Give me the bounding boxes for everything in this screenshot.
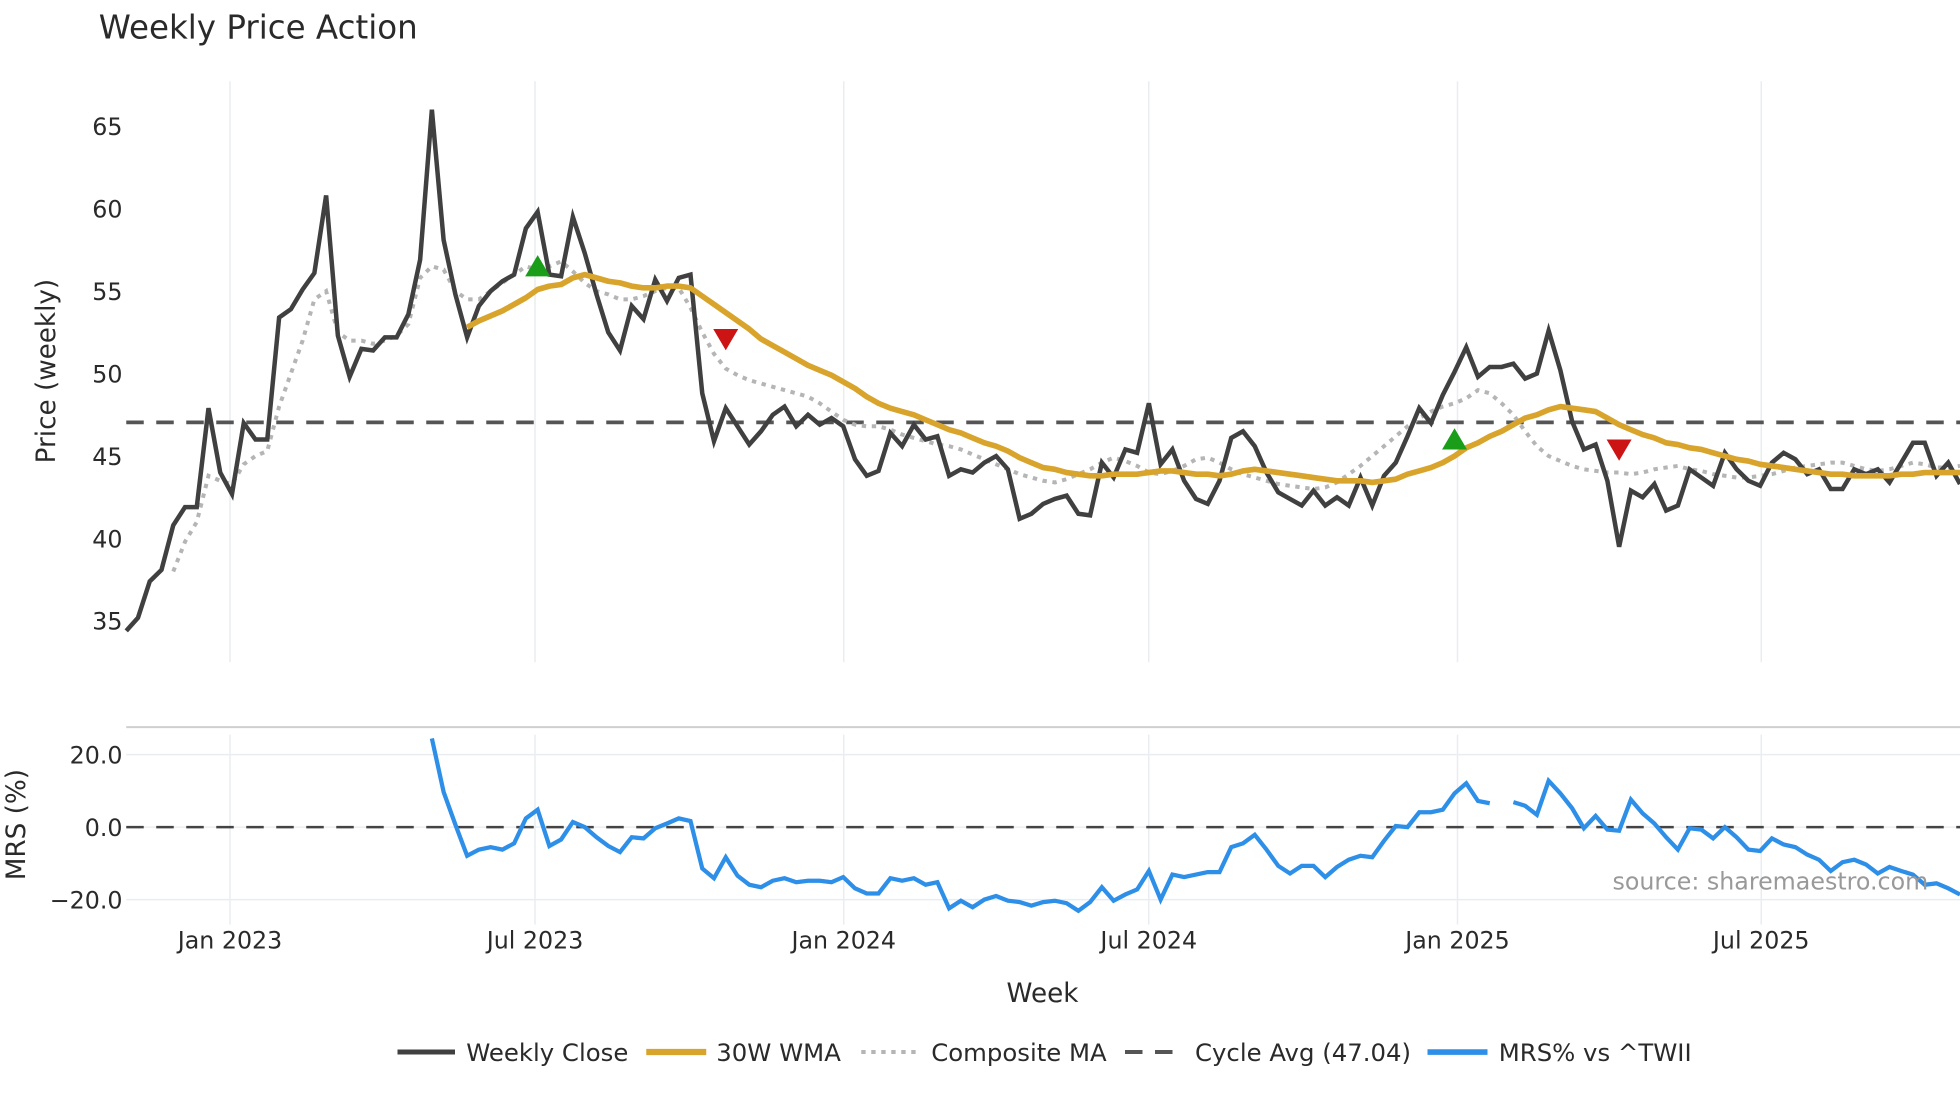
x-axis-title: Week: [1007, 979, 1080, 1009]
y-tick-label: 55: [92, 278, 122, 306]
mrs-tick-label: 20.0: [70, 741, 123, 769]
mrs-y-axis-title: MRS (%): [2, 769, 32, 880]
chart-title: Weekly Price Action: [99, 9, 418, 47]
legend-label: 30W WMA: [716, 1038, 841, 1067]
legend-label: Weekly Close: [466, 1038, 628, 1067]
price-y-axis-title: Price (weekly): [32, 279, 62, 464]
x-tick-label: Jul 2024: [1098, 926, 1197, 954]
buy-signal-triangle-up-icon: [525, 255, 551, 277]
y-tick-label: 65: [92, 113, 122, 141]
mrs-panel: 20.0 0.0 −20.0 MRS (%) source: sharemaes…: [2, 726, 1960, 914]
legend-label: Composite MA: [931, 1038, 1107, 1067]
y-tick-label: 35: [92, 608, 122, 636]
y-tick-label: 40: [92, 525, 122, 553]
sell-signal-triangle-down-icon: [713, 328, 739, 351]
vertical-gridlines: [229, 81, 1762, 925]
x-axis: Jan 2023 Jul 2023 Jan 2024 Jul 2024 Jan …: [176, 926, 1810, 1009]
x-tick-label: Jan 2023: [176, 926, 283, 954]
x-tick-label: Jul 2023: [485, 926, 584, 954]
weekly-close-line: [124, 109, 1960, 633]
composite-ma-line: [171, 259, 1960, 573]
legend: Weekly Close 30W WMA Composite MA Cycle …: [397, 1038, 1692, 1067]
price-panel: 65 60 55 50 45 40 35 Price (weekly): [32, 81, 1960, 925]
y-tick-label: 50: [92, 360, 122, 388]
legend-label: MRS% vs ^TWII: [1499, 1038, 1692, 1067]
legend-label: Cycle Avg (47.04): [1195, 1038, 1411, 1067]
x-tick-label: Jan 2024: [789, 926, 896, 954]
wma-30w-line: [465, 271, 1960, 486]
sell-signal-triangle-down-icon: [1606, 439, 1632, 461]
x-tick-label: Jul 2025: [1711, 926, 1810, 954]
signal-markers: [525, 255, 1632, 461]
mrs-tick-label: 0.0: [85, 814, 123, 842]
price-y-ticks: 65 60 55 50 45 40 35: [92, 113, 122, 636]
y-tick-label: 45: [92, 443, 122, 471]
y-tick-label: 60: [92, 195, 122, 223]
buy-signal-triangle-up-icon: [1442, 428, 1468, 450]
source-label: source: sharemaestro.com: [1613, 868, 1929, 896]
mrs-line: [429, 737, 1960, 914]
legend-item-weekly-close[interactable]: Weekly Close: [397, 1038, 629, 1067]
legend-item-30w-wma[interactable]: 30W WMA: [646, 1038, 841, 1067]
x-tick-label: Jan 2025: [1403, 926, 1510, 954]
legend-item-cycle-avg[interactable]: Cycle Avg (47.04): [1125, 1038, 1411, 1067]
mrs-tick-label: −20.0: [50, 886, 123, 914]
legend-item-mrs[interactable]: MRS% vs ^TWII: [1427, 1038, 1692, 1067]
legend-item-composite-ma[interactable]: Composite MA: [861, 1038, 1107, 1067]
